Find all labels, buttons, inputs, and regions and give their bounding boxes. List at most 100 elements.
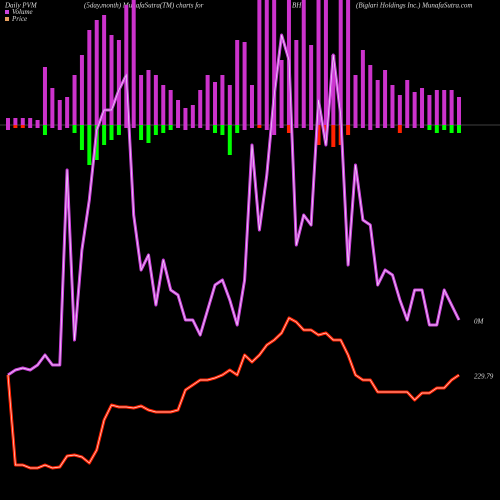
volume-bar <box>94 20 99 125</box>
change-bar <box>124 125 129 128</box>
volume-bar <box>434 90 439 125</box>
volume-bar <box>13 118 18 125</box>
change-bar <box>301 125 306 128</box>
change-bar <box>205 125 210 130</box>
volume-bar <box>50 88 55 125</box>
volume-bar <box>272 0 277 125</box>
volume-bar <box>457 97 461 125</box>
change-bar <box>375 125 380 128</box>
volume-bar <box>205 75 210 125</box>
end-label: 229.79 <box>474 373 494 381</box>
symbol: BH <box>292 2 302 10</box>
change-bar <box>457 125 461 133</box>
change-bar <box>249 125 254 128</box>
volume-bar <box>227 85 232 125</box>
change-bar <box>427 125 432 130</box>
change-bar <box>272 125 277 135</box>
end-label: 0M <box>474 318 485 326</box>
change-bar <box>383 125 388 128</box>
change-bar <box>35 125 40 128</box>
volume-bar <box>449 90 454 125</box>
volume-bar <box>176 100 181 125</box>
legend-swatch <box>5 17 9 21</box>
change-bar <box>146 125 151 143</box>
volume-bar <box>353 75 358 125</box>
change-bar <box>65 125 70 128</box>
volume-bar <box>168 90 173 125</box>
volume-bar <box>146 70 151 125</box>
change-bar <box>235 125 240 133</box>
change-bar <box>79 125 84 150</box>
volume-bar <box>72 75 77 125</box>
volume-bar <box>102 15 107 125</box>
legend-label: Volume <box>12 8 33 16</box>
volume-bar <box>338 0 343 125</box>
volume-bar <box>213 82 218 125</box>
legend-label: Price <box>11 15 27 23</box>
line-highlight <box>7 317 460 469</box>
change-bar <box>116 125 121 135</box>
volume-bar <box>183 108 188 125</box>
volume-bar <box>20 118 25 125</box>
volume-bar <box>294 40 299 125</box>
change-bar <box>102 125 107 145</box>
volume-bar <box>116 40 121 125</box>
volume-bar <box>65 97 70 125</box>
volume-bar <box>309 45 314 125</box>
change-bar <box>220 125 225 135</box>
volume-bar <box>235 40 240 125</box>
change-bar <box>72 125 77 133</box>
change-bar <box>397 125 402 133</box>
change-bar <box>227 125 232 155</box>
volume-bar <box>42 67 47 125</box>
change-bar <box>346 125 351 135</box>
volume-bar <box>368 65 373 125</box>
volume-bar <box>405 80 410 125</box>
volume-bar <box>257 0 262 125</box>
change-bar <box>183 125 188 130</box>
volume-bar <box>57 100 62 125</box>
volume-bar <box>360 50 365 125</box>
change-bar <box>87 125 92 165</box>
volume-bar <box>264 0 269 125</box>
volume-bar <box>131 0 136 125</box>
volume-bar <box>109 35 114 125</box>
change-bar <box>139 125 144 140</box>
change-bar <box>13 125 18 128</box>
change-bar <box>109 125 114 140</box>
volume-bar <box>6 118 10 125</box>
volume-bar <box>249 85 254 125</box>
volume-bar <box>331 55 336 125</box>
line-highlight <box>7 34 460 376</box>
volume-bar <box>190 105 195 125</box>
volume-bar <box>35 120 40 125</box>
volume-bar <box>161 85 166 125</box>
volume-bar <box>375 80 380 125</box>
volume-bar <box>87 30 92 125</box>
volume-bar <box>397 95 402 125</box>
volume-bar <box>301 0 306 125</box>
volume-bar <box>139 75 144 125</box>
change-bar <box>6 125 10 130</box>
volume-bar <box>79 55 84 125</box>
change-bar <box>286 125 291 133</box>
volume-bar <box>198 90 203 125</box>
change-bar <box>449 125 454 133</box>
change-bar <box>50 125 55 128</box>
change-bar <box>257 125 262 128</box>
volume-bar <box>279 60 284 125</box>
change-bar <box>131 125 136 128</box>
company: (Biglari Holdings Inc.) MunafaSutra.com <box>356 2 472 10</box>
change-bar <box>316 125 321 145</box>
change-bar <box>412 125 417 128</box>
change-bar <box>168 125 173 130</box>
chart-title: Daily PVM <box>4 2 38 10</box>
change-bar <box>360 125 365 128</box>
volume-bar <box>242 42 247 125</box>
change-bar <box>368 125 373 130</box>
volume-bar <box>442 90 447 125</box>
volume-bar <box>220 75 225 125</box>
volume-bar <box>28 118 33 125</box>
